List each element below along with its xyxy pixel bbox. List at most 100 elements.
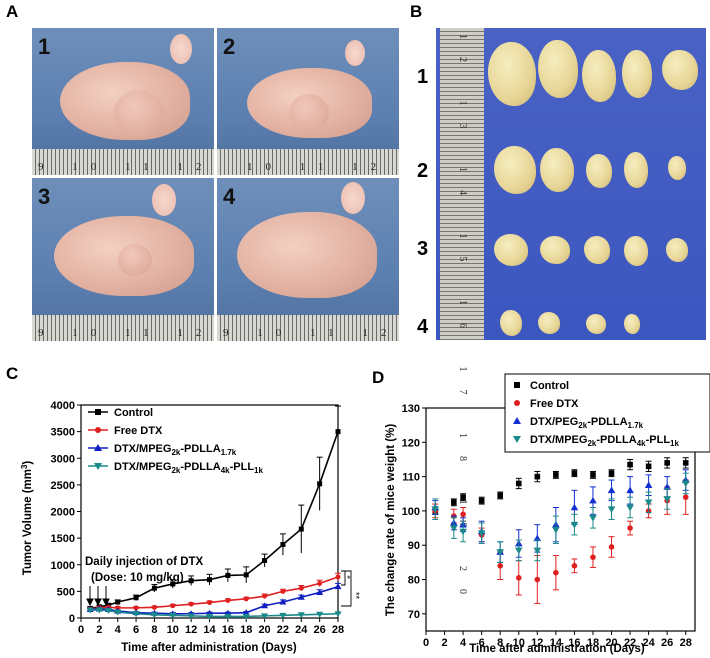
x-tick-label: 20: [605, 637, 617, 649]
data-point: [298, 526, 304, 532]
y-tick-label: 1500: [51, 533, 75, 545]
x-tick-label: 6: [133, 624, 139, 636]
arrowhead: [86, 598, 94, 607]
tumor: [500, 310, 522, 336]
data-point: [589, 514, 597, 522]
data-point: [627, 525, 633, 531]
legend-item-label-part: 1k: [670, 439, 679, 448]
legend-item-label-part: Control: [530, 380, 569, 392]
bracket-double-star: [341, 570, 352, 607]
y-tick-label: 0: [69, 613, 75, 625]
ruler: 9 10 11 12 13 14 15 16 1: [32, 149, 214, 175]
tumor: [584, 236, 610, 264]
data-point: [316, 611, 324, 618]
tumor-row-label-3: 3: [417, 238, 429, 260]
legend-item-label-part: DTX/PEG: [530, 416, 578, 428]
data-point: [86, 607, 94, 614]
series-group: [431, 457, 690, 605]
tumor: [540, 148, 574, 192]
x-tick-label: 26: [661, 637, 673, 649]
data-point: [262, 557, 268, 563]
legend-marker: [514, 382, 520, 388]
data-point: [133, 595, 139, 601]
legend-marker: [94, 444, 102, 451]
data-point: [553, 569, 559, 576]
data-point: [497, 492, 504, 499]
data-point: [570, 503, 579, 511]
y-tick-label: 1000: [51, 560, 75, 572]
significance-double-star: **: [351, 592, 360, 600]
data-point: [188, 578, 194, 584]
legend-item-label-part: 4k: [221, 466, 230, 475]
ruler: 10 11 12 13 14 15 16: [217, 149, 399, 175]
data-point: [279, 612, 287, 619]
data-point: [534, 473, 541, 480]
data-point: [644, 499, 653, 507]
mouse-ear: [341, 182, 365, 214]
data-point: [206, 613, 213, 620]
x-tick-label: 12: [531, 637, 543, 649]
data-point: [497, 563, 504, 569]
data-point: [571, 563, 578, 569]
data-point: [682, 460, 689, 466]
series-group: [86, 405, 342, 620]
legend-item-label: Control: [114, 407, 153, 419]
data-point: [298, 585, 304, 591]
series-3: [86, 607, 342, 620]
y-tick-label: 110: [402, 472, 420, 484]
data-point: [589, 496, 597, 504]
tumor-volume-chart: 0 2 4 6 8 10 12 14 16 18 20 22 24 26 28050010001500200…: [20, 400, 360, 654]
series-3: [431, 472, 690, 563]
data-point: [533, 534, 542, 542]
legend-item-label-part: 2k: [587, 439, 596, 448]
data-point: [297, 612, 305, 619]
mouse-ear: [345, 40, 365, 66]
data-point: [607, 486, 616, 494]
data-point: [626, 486, 634, 494]
mouse-body: [237, 212, 377, 298]
tumor: [538, 312, 560, 334]
mouse-ear: [152, 184, 176, 216]
data-point: [151, 585, 157, 591]
data-point: [279, 598, 287, 605]
data-point: [515, 480, 522, 487]
data-point: [681, 480, 690, 488]
data-point: [431, 506, 440, 514]
tumor: [624, 152, 648, 188]
ruler-numbers: 9 10 11 12 13 14 15 16 1: [38, 327, 214, 339]
mouse-number: 1: [38, 34, 51, 59]
data-point: [335, 574, 341, 580]
data-point: [496, 549, 505, 556]
x-tick-label: 16: [222, 624, 234, 636]
x-tick-label: 6: [479, 637, 485, 649]
legend-box: [504, 373, 710, 453]
legend-item-label-part: DTX/MPEG: [114, 461, 171, 473]
data-point: [552, 526, 560, 534]
data-point: [477, 530, 486, 538]
data-point: [207, 600, 212, 606]
legend-item-label: Free DTX: [530, 398, 579, 410]
data-point: [170, 603, 176, 609]
mouse-photo-2: 10 11 12 13 14 15 16 2: [217, 28, 399, 175]
tumor-row-label-1: 1: [417, 66, 429, 88]
panel-c-letter: C: [6, 364, 19, 383]
data-point: [280, 588, 286, 594]
x-tick-label: 28: [680, 637, 692, 649]
data-point: [534, 576, 541, 583]
legend-item-label-part: -PDLLA: [180, 443, 220, 455]
tumor-row-label-2: 2: [417, 160, 429, 182]
significance-brackets: [341, 570, 352, 607]
legend-item-label-part: -PDLLA: [587, 416, 627, 428]
series-line: [90, 585, 339, 615]
data-point: [114, 609, 122, 616]
legend-marker: [513, 436, 521, 443]
x-tick-label: 22: [624, 637, 636, 649]
legend-item-label: DTX/MPEG2k-PDLLA4k-PLL1k: [530, 434, 679, 448]
ruler: 12 13 14 15 16 17 18 19 20: [440, 28, 484, 612]
data-point: [261, 602, 269, 609]
data-point: [207, 577, 212, 583]
data-point: [460, 511, 466, 518]
legend-item-label-part: -PDLLA: [596, 434, 636, 446]
